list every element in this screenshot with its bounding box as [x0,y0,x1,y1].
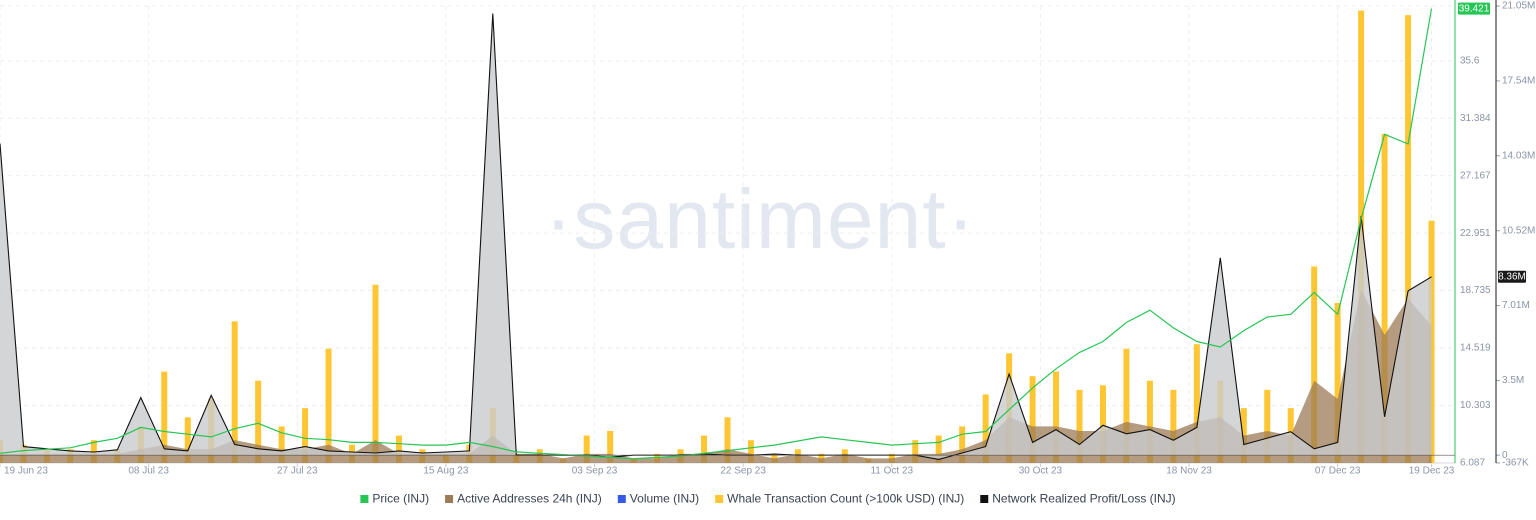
bar [1381,133,1388,463]
y-tick-label: 31.384 [1460,113,1491,124]
y-tick-label: 35.6 [1460,55,1480,66]
bar [701,435,708,463]
bar [583,435,590,463]
nrpl-badge [1498,270,1526,283]
x-tick-label: 11 Oct 23 [870,466,913,477]
bar [1405,15,1412,463]
price-badge-label: 39.421 [1459,3,1490,14]
x-tick-label: 15 Aug 23 [423,466,468,477]
x-tick-label: 08 Jul 23 [128,466,169,477]
bar [1123,348,1130,463]
y2-tick-label: 3.5M [1502,375,1524,386]
y2-tick-label: 14.03M [1502,150,1535,161]
y2-tick-label: 17.54M [1502,76,1535,87]
x-tick-label: 03 Sep 23 [572,466,618,477]
bar [395,435,402,463]
x-tick-label: 19 Jun 23 [4,466,48,477]
bar [161,371,168,463]
legend-swatch [360,495,369,503]
x-tick-label: 22 Sep 23 [720,466,766,477]
bar [982,394,989,463]
legend-label: Volume (INJ) [630,492,699,506]
bar [935,435,942,463]
bar [184,417,191,463]
nrpl-badge-label: 8.36M [1498,271,1526,282]
bar [1076,389,1083,463]
bar [1146,380,1153,463]
x-tick-label: 18 Nov 23 [1166,466,1212,477]
y2-tick-label: 0 [1502,450,1508,461]
y-tick-label: 22.951 [1460,228,1491,239]
bar [1264,389,1271,463]
legend-swatch [445,495,454,503]
legend-label: Whale Transaction Count (>100k USD) (INJ… [727,492,964,506]
bar [1053,371,1060,463]
bar [1099,385,1106,463]
bar [1240,408,1247,463]
legend-swatch [617,495,626,503]
legend-label: Network Realized Profit/Loss (INJ) [992,492,1175,506]
x-tick-label: 19 Dec 23 [1409,466,1455,477]
legend-label: Price (INJ) [372,492,429,506]
legend-swatch [715,495,724,503]
legend-label: Active Addresses 24h (INJ) [457,492,602,506]
bar [372,284,379,463]
bar [1029,376,1036,463]
y2-tick-label: 10.52M [1502,225,1535,236]
bar [607,431,614,463]
watermark: ·santiment· [544,172,975,266]
price-badge [1458,2,1490,15]
bar [278,426,285,463]
bar [724,417,731,463]
bar [747,440,754,463]
area-fill [0,13,1432,460]
bar [1311,266,1318,463]
bar [1193,344,1200,463]
legend-swatch [980,495,989,503]
bar [255,380,262,463]
y-tick-label: 10.303 [1460,400,1491,411]
line [0,8,1433,460]
legend: Price (INJ) Active Addresses 24h (INJ) Vol… [360,492,1176,506]
bar [302,408,309,463]
bar [231,321,238,463]
y2-tick-label: 21.05M [1502,1,1535,12]
y-tick-label: 18.735 [1460,285,1491,296]
bar [912,440,919,463]
x-tick-label: 07 Dec 23 [1315,466,1361,477]
bar [1334,303,1341,463]
y-tick-label: 14.519 [1460,343,1491,354]
y-tick-label: 27.167 [1460,170,1491,181]
x-tick-label: 30 Oct 23 [1019,466,1063,477]
bar [1170,389,1177,463]
bar [1428,220,1435,463]
y2-tick-label: 7.01M [1502,300,1530,311]
line [0,13,1432,460]
x-tick-label: 27 Jul 23 [277,466,318,477]
bar [959,426,966,463]
bar [325,348,332,463]
y-tick-label: 6.087 [1460,458,1485,469]
y2-tick-label: -367K [1502,458,1529,469]
